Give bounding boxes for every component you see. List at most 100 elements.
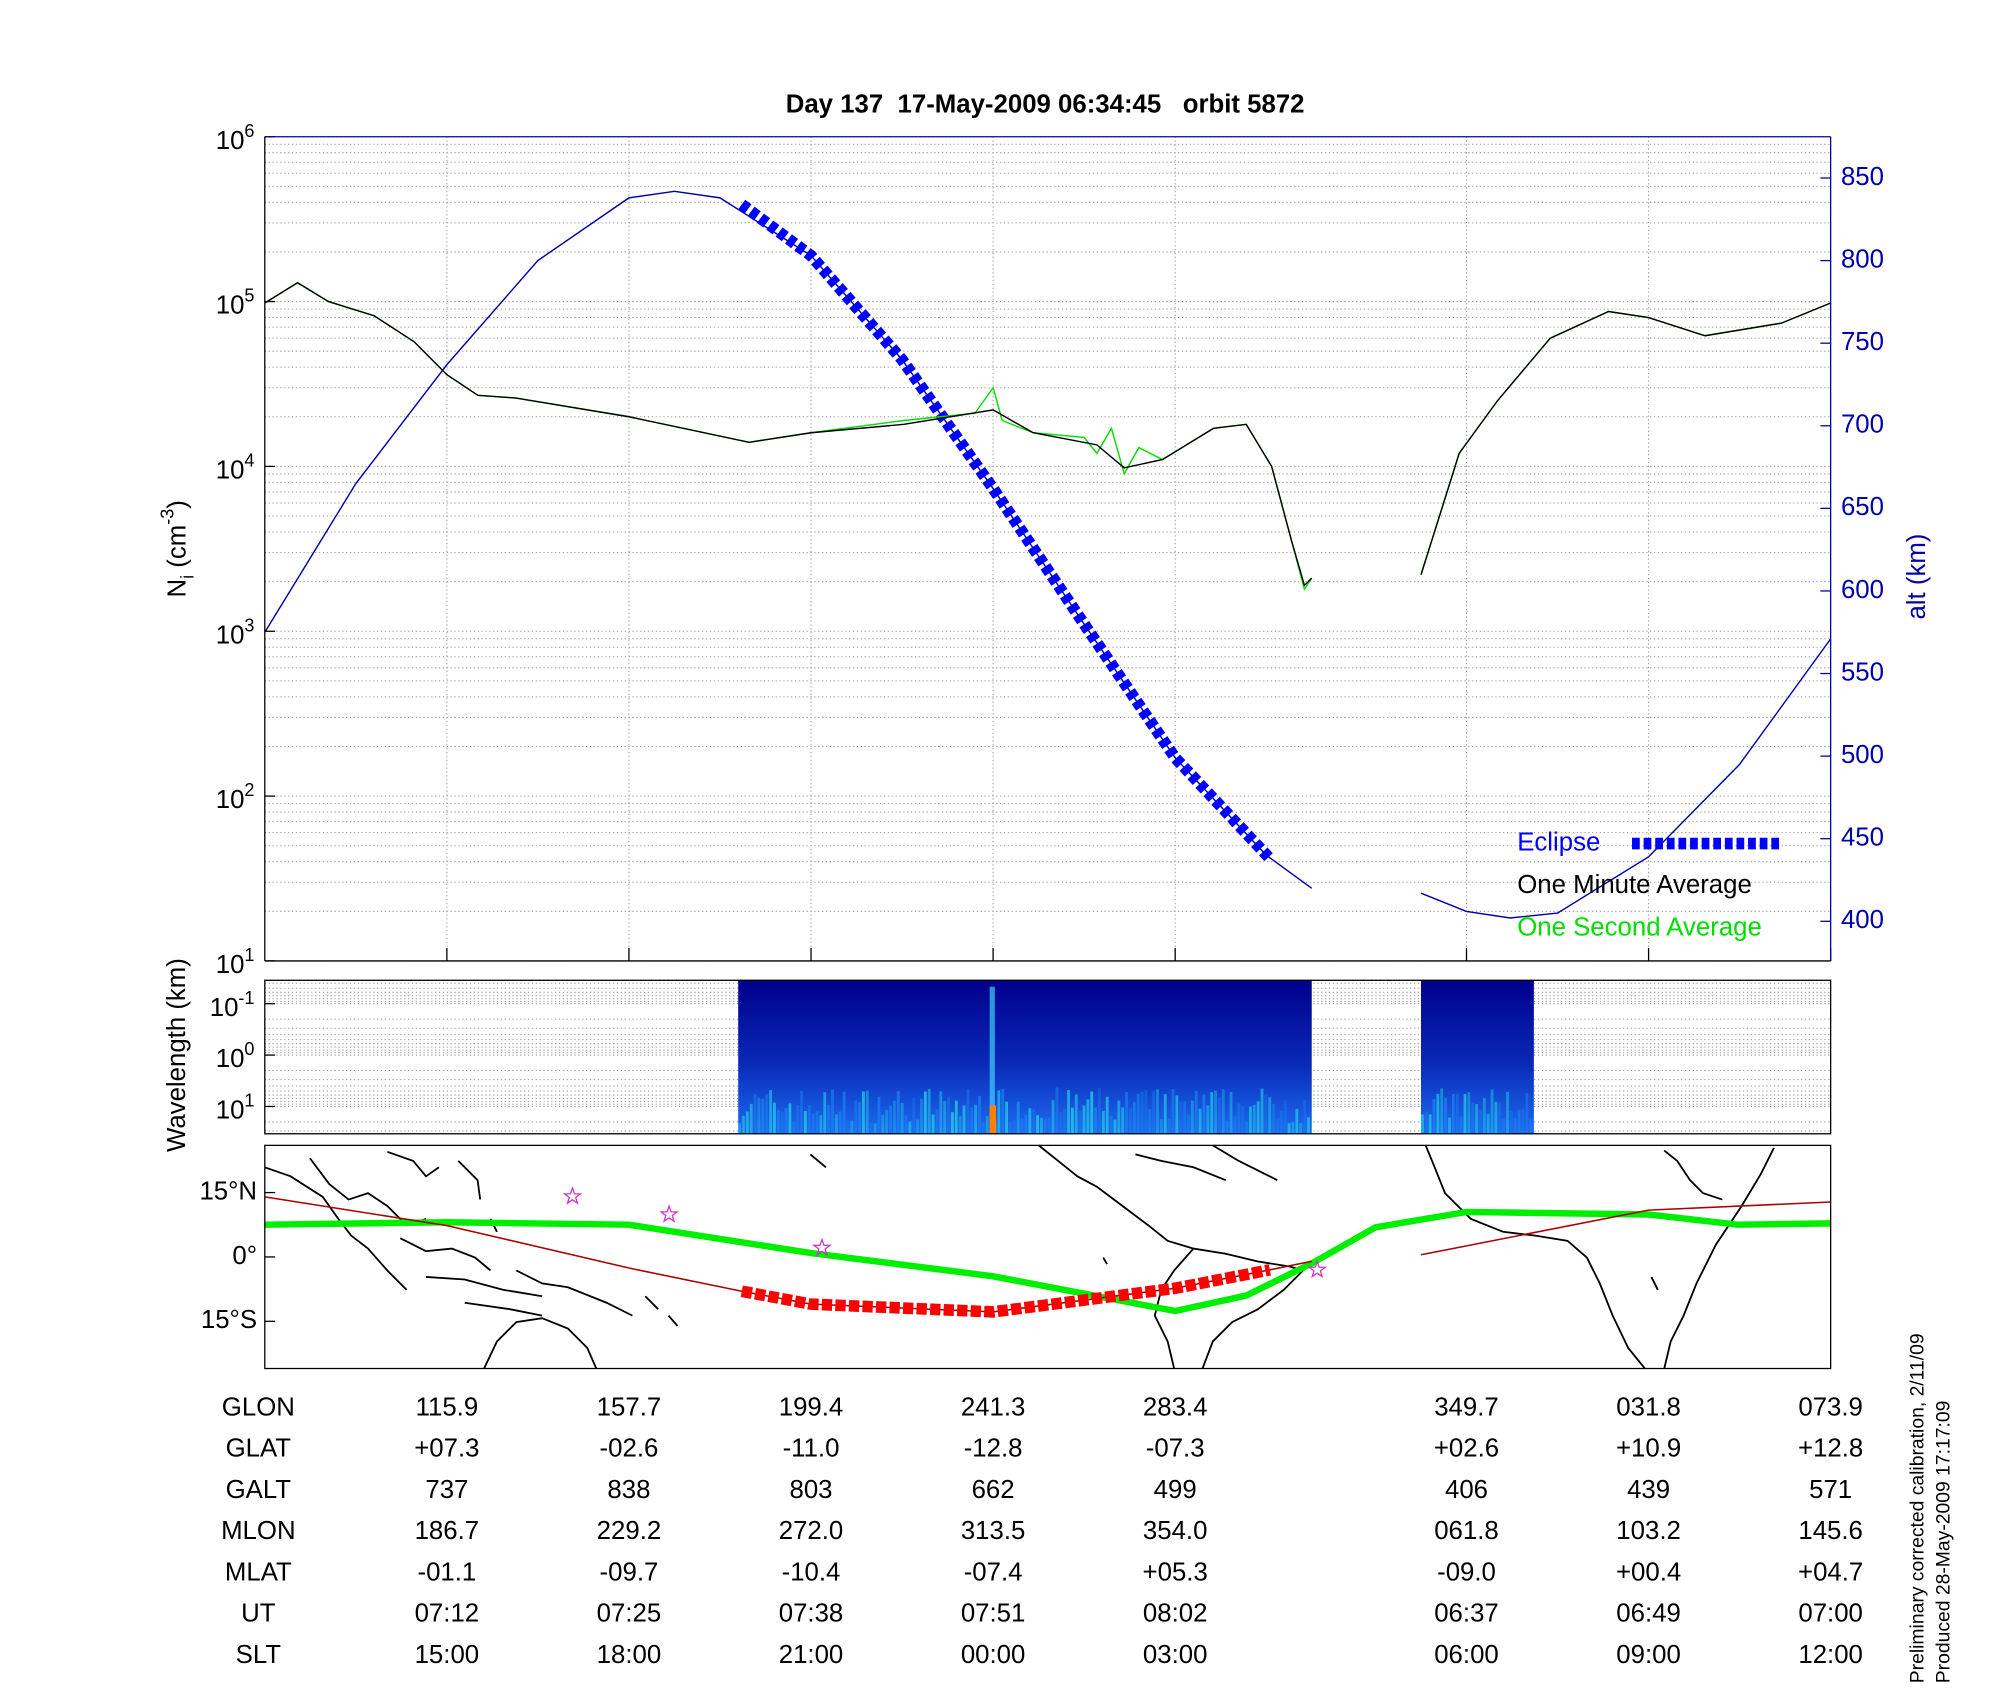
spectrogram-texture bbox=[1082, 1105, 1086, 1134]
spectrogram-texture bbox=[1218, 1097, 1221, 1134]
spectrogram-texture bbox=[1428, 1114, 1432, 1134]
plot-frame bbox=[264, 1144, 1832, 1370]
coastline bbox=[483, 1317, 598, 1369]
spectrogram-texture bbox=[939, 1091, 943, 1134]
text-part: 10 bbox=[216, 456, 245, 484]
table-cell: +10.9 bbox=[1616, 1435, 1681, 1463]
spectrogram-texture bbox=[1260, 1088, 1264, 1134]
spectrogram-texture bbox=[1307, 1117, 1310, 1134]
spectrogram-texture bbox=[1248, 1106, 1252, 1134]
note: Preliminary corrected calibration, 2/11/… bbox=[1906, 1333, 1928, 1683]
spectrogram-texture bbox=[1479, 1109, 1482, 1134]
spectrogram-texture bbox=[1506, 1091, 1509, 1134]
table-cell: 07:12 bbox=[415, 1600, 480, 1628]
spectrogram-texture bbox=[1276, 1119, 1279, 1134]
spectrogram-texture bbox=[738, 1123, 742, 1134]
coastlines bbox=[264, 1144, 1775, 1370]
data-line bbox=[264, 281, 1831, 587]
spectrogram-texture bbox=[1521, 1108, 1525, 1134]
table-cell: 073.9 bbox=[1798, 1393, 1863, 1421]
spectrogram-texture bbox=[1032, 1109, 1036, 1134]
spectrogram-texture bbox=[1463, 1094, 1467, 1134]
table-cell: 07:00 bbox=[1798, 1600, 1863, 1628]
spectrogram-texture bbox=[838, 1111, 842, 1134]
table-cell: 145.6 bbox=[1798, 1517, 1863, 1545]
table-cell: 241.3 bbox=[961, 1393, 1026, 1421]
spectrogram-texture bbox=[1303, 1100, 1306, 1134]
text-part: 1 bbox=[244, 1090, 254, 1110]
spectrogram-texture bbox=[1486, 1114, 1490, 1134]
table-cell: -11.0 bbox=[783, 1435, 840, 1463]
spectrogram-texture bbox=[951, 1112, 954, 1134]
spectrogram-texture bbox=[757, 1097, 761, 1134]
text-part: 10 bbox=[216, 292, 245, 320]
table-cell: 354.0 bbox=[1143, 1517, 1208, 1545]
text-part: 10 bbox=[216, 1045, 245, 1073]
spectrogram-texture bbox=[1140, 1091, 1144, 1134]
spectrogram-texture bbox=[1432, 1098, 1436, 1134]
table-cell: 21:00 bbox=[779, 1641, 844, 1669]
spectrogram-texture bbox=[1283, 1100, 1287, 1134]
spectrogram-texture bbox=[1040, 1117, 1043, 1134]
spectrogram-texture bbox=[1471, 1103, 1475, 1134]
spectrogram-texture bbox=[1001, 1088, 1005, 1134]
spectrogram-texture bbox=[869, 1123, 873, 1134]
table-cell: 09:00 bbox=[1616, 1641, 1681, 1669]
table-row-label: GLON bbox=[222, 1393, 295, 1421]
spectrogram-texture bbox=[1525, 1093, 1529, 1134]
text-part: 5 bbox=[244, 285, 254, 305]
spectrogram-texture bbox=[1440, 1088, 1444, 1134]
spectrogram-texture bbox=[1094, 1107, 1098, 1134]
spectrogram-texture bbox=[923, 1091, 927, 1134]
y-tick-label: 105 bbox=[216, 285, 255, 319]
y-tick-label: 101 bbox=[216, 1090, 255, 1124]
spectrogram-texture bbox=[1121, 1107, 1125, 1134]
table-cell: 439 bbox=[1627, 1476, 1670, 1504]
y2-tick-label: 800 bbox=[1841, 245, 1884, 273]
table-cell: +12.8 bbox=[1798, 1435, 1863, 1463]
spectrogram-texture bbox=[1517, 1109, 1521, 1134]
spectrogram-texture bbox=[1482, 1098, 1486, 1134]
spectrogram-texture bbox=[1016, 1101, 1020, 1134]
table-cell: 229.2 bbox=[597, 1517, 662, 1545]
table-cell: +05.3 bbox=[1143, 1558, 1208, 1586]
table-cell: -09.7 bbox=[600, 1558, 659, 1586]
y-tick-label: 15°S bbox=[201, 1306, 257, 1334]
spectrogram-texture bbox=[1198, 1108, 1202, 1134]
spectrogram-texture bbox=[1237, 1103, 1241, 1134]
spectrogram-texture bbox=[800, 1090, 803, 1134]
table-cell: 18:00 bbox=[597, 1641, 662, 1669]
spectrogram-texture bbox=[1074, 1094, 1078, 1134]
table-cell: -10.4 bbox=[782, 1558, 841, 1586]
y-tick-label: 104 bbox=[216, 450, 255, 484]
spectrogram-texture bbox=[1444, 1097, 1448, 1134]
table-cell: 737 bbox=[425, 1476, 468, 1504]
spectrogram-texture bbox=[1475, 1104, 1478, 1134]
y2-axis-label: alt (km) bbox=[1903, 534, 1931, 620]
y-tick-label: 15°N bbox=[199, 1177, 257, 1205]
text-part: ) bbox=[163, 500, 191, 509]
spectrogram-texture bbox=[1078, 1110, 1082, 1134]
spectrogram-texture bbox=[958, 1116, 962, 1134]
coastline bbox=[264, 1150, 633, 1317]
spectrogram-texture bbox=[796, 1105, 800, 1134]
spectrogram-texture bbox=[954, 1100, 958, 1134]
table-cell: 12:00 bbox=[1798, 1641, 1863, 1669]
table-cell: 031.8 bbox=[1616, 1393, 1681, 1421]
spectrogram-texture bbox=[1187, 1114, 1190, 1134]
spectrogram-texture bbox=[1171, 1088, 1175, 1134]
table-cell: 06:00 bbox=[1434, 1641, 1499, 1669]
text-part: 10 bbox=[210, 994, 239, 1022]
spectrogram-texture bbox=[1020, 1118, 1024, 1134]
spectrogram-texture bbox=[1132, 1102, 1136, 1134]
spectrogram-texture bbox=[1113, 1119, 1117, 1134]
spectrogram-texture bbox=[1144, 1090, 1148, 1134]
spectrogram-texture bbox=[873, 1123, 877, 1134]
spectrogram-texture bbox=[1467, 1092, 1471, 1134]
table-cell: 061.8 bbox=[1434, 1517, 1499, 1545]
spectrogram-texture bbox=[834, 1114, 838, 1134]
spectrogram-texture bbox=[1256, 1101, 1260, 1134]
spectrogram-texture bbox=[1005, 1101, 1009, 1134]
spectrogram-texture bbox=[1194, 1090, 1198, 1134]
spectrogram-texture bbox=[1202, 1094, 1206, 1134]
